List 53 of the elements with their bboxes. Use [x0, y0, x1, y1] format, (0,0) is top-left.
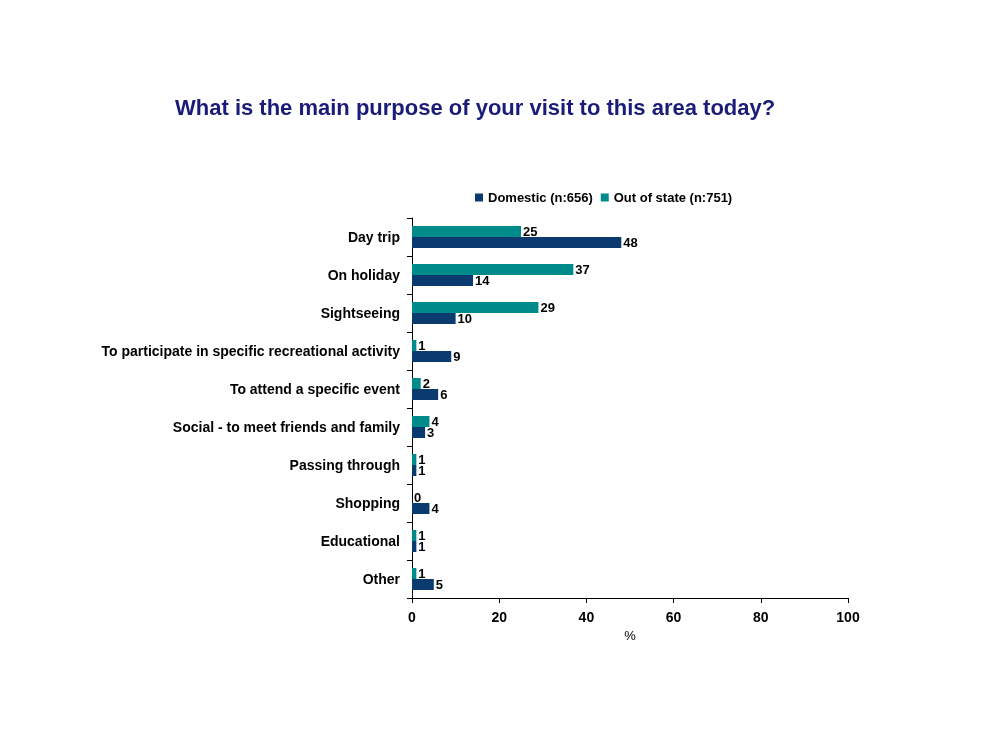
- y-tick-label: Shopping: [335, 495, 400, 511]
- bar: [412, 541, 417, 552]
- bar: [412, 237, 622, 248]
- bar: [412, 454, 417, 465]
- data-label: 1: [418, 566, 426, 581]
- chart-title: What is the main purpose of your visit to this area today?: [175, 94, 776, 120]
- x-tick-label: 100: [836, 609, 860, 625]
- data-label: 48: [623, 235, 638, 250]
- bar: [412, 579, 434, 590]
- data-label: 1: [418, 338, 426, 353]
- y-tick-label: Social - to meet friends and family: [172, 419, 401, 435]
- data-label: 14: [475, 273, 491, 288]
- data-label: 0: [414, 490, 422, 505]
- data-label: 2: [422, 376, 430, 391]
- x-tick-label: 0: [408, 609, 417, 625]
- bar: [412, 568, 417, 579]
- bar: [412, 503, 430, 514]
- bar: [412, 226, 521, 237]
- data-label: 9: [453, 349, 461, 364]
- y-tick-label: Passing through: [289, 457, 400, 473]
- bar: [412, 302, 539, 313]
- bar: [412, 465, 417, 476]
- data-label: 37: [575, 262, 590, 277]
- y-tick-label: Educational: [320, 533, 400, 549]
- bar: [412, 275, 474, 286]
- x-tick-label: 80: [753, 609, 769, 625]
- y-tick-label: On holiday: [327, 267, 401, 283]
- y-tick-label: To participate in specific recreational activity: [101, 343, 401, 359]
- bar: [412, 378, 421, 389]
- x-tick-label: 20: [491, 609, 508, 625]
- bar: [412, 313, 456, 324]
- data-label: 6: [440, 387, 448, 402]
- data-label: 25: [523, 224, 538, 239]
- x-tick-label: 60: [665, 609, 682, 625]
- y-tick-label: Day trip: [347, 229, 400, 245]
- bar: [412, 530, 417, 541]
- data-label: 10: [457, 311, 473, 326]
- legend-label: Out of state (n:751): [613, 190, 733, 205]
- x-tick-label: 40: [578, 609, 595, 625]
- y-tick-label: To attend a specific event: [229, 381, 401, 397]
- data-label: 5: [435, 577, 444, 592]
- y-tick-label: Other: [362, 571, 401, 587]
- bar: [412, 416, 430, 427]
- bar: [412, 389, 439, 400]
- data-label: 29: [540, 300, 555, 315]
- y-tick-label: Sightseeing: [320, 305, 400, 321]
- bar: [412, 264, 574, 275]
- legend-label: Domestic (n:656): [488, 190, 593, 205]
- data-label: 4: [431, 501, 440, 516]
- bar: [412, 427, 426, 438]
- bar: [412, 351, 452, 362]
- bar: [412, 340, 417, 351]
- x-axis-title: %: [624, 627, 637, 643]
